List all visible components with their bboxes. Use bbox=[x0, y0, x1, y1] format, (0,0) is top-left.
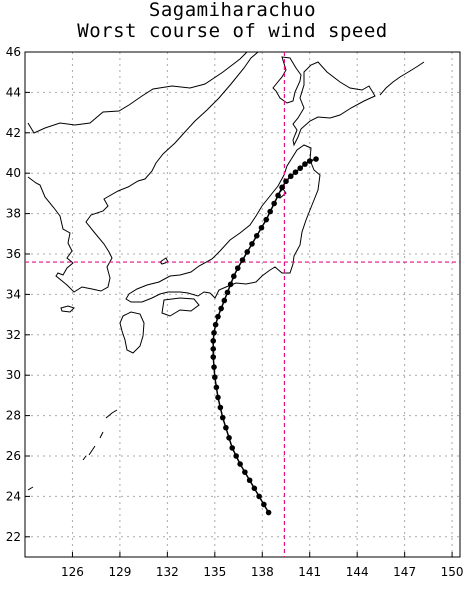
track-point bbox=[258, 224, 265, 231]
y-tick-label: 44 bbox=[6, 85, 21, 99]
track-point bbox=[237, 461, 243, 467]
track-point bbox=[215, 313, 221, 320]
y-tick-label: 46 bbox=[6, 45, 21, 59]
x-tick-label: 144 bbox=[346, 565, 369, 579]
track-point bbox=[256, 493, 262, 500]
track-point bbox=[239, 257, 246, 263]
coastline-kurils bbox=[379, 61, 425, 96]
y-tick-label: 22 bbox=[6, 530, 21, 544]
track-point bbox=[212, 374, 218, 381]
coastline-ryukyu bbox=[27, 409, 118, 491]
track-point bbox=[210, 346, 217, 352]
coastline-siberia bbox=[27, 51, 248, 134]
track-point bbox=[219, 414, 226, 421]
track-point bbox=[242, 469, 248, 475]
y-tick-label: 40 bbox=[6, 166, 21, 180]
x-tick-label: 147 bbox=[393, 565, 416, 579]
track-point bbox=[215, 394, 221, 401]
track-point bbox=[244, 249, 251, 255]
track-point bbox=[234, 265, 241, 271]
x-tick-label: 129 bbox=[108, 565, 131, 579]
y-tick-label: 38 bbox=[6, 207, 21, 221]
coastline-shikoku bbox=[161, 297, 200, 317]
x-tick-label: 138 bbox=[251, 565, 274, 579]
track-point bbox=[313, 156, 319, 162]
track-point bbox=[261, 501, 267, 508]
coastline-hokkaido bbox=[292, 61, 376, 147]
track-point bbox=[302, 161, 308, 167]
track-point bbox=[275, 192, 281, 199]
track-point bbox=[224, 289, 231, 296]
y-tick-label: 28 bbox=[6, 409, 21, 423]
track-point bbox=[217, 404, 224, 411]
y-tick-label: 30 bbox=[6, 368, 21, 382]
track-point bbox=[249, 241, 255, 247]
track-point bbox=[265, 509, 272, 516]
track-point bbox=[210, 354, 217, 360]
track-point bbox=[279, 184, 285, 191]
coastline-sakhalin bbox=[272, 56, 302, 104]
track-point bbox=[287, 173, 294, 180]
typhoon-track bbox=[210, 156, 319, 516]
x-tick-label: 126 bbox=[61, 565, 84, 579]
track-point bbox=[263, 216, 270, 223]
track-point bbox=[251, 485, 258, 492]
track-point bbox=[297, 165, 304, 171]
track-point bbox=[211, 364, 217, 370]
track-point bbox=[211, 329, 217, 336]
track-point bbox=[221, 297, 228, 304]
track-point bbox=[271, 200, 277, 207]
track-point bbox=[231, 273, 237, 280]
x-tick-label: 135 bbox=[203, 565, 226, 579]
x-tick-label: 132 bbox=[156, 565, 179, 579]
track-point bbox=[253, 233, 260, 239]
track-point bbox=[229, 445, 236, 451]
coastline-honshu bbox=[125, 144, 321, 303]
axes: 126 129 132 135 138 141 144 147 150 22 24 26 28 30 32 3… bbox=[6, 45, 464, 579]
coastline-jeju bbox=[60, 305, 75, 313]
track-point bbox=[246, 477, 253, 484]
y-tick-label: 34 bbox=[6, 287, 21, 301]
y-tick-label: 36 bbox=[6, 247, 21, 261]
plot-frame bbox=[24, 51, 461, 558]
track-point bbox=[218, 305, 224, 312]
map-subtitle: Worst course of wind speed bbox=[77, 20, 388, 42]
y-tick-label: 42 bbox=[6, 126, 21, 140]
map-title: Sagamiharachuo bbox=[148, 0, 317, 21]
track-point bbox=[227, 281, 234, 288]
track-point bbox=[292, 169, 299, 175]
y-tick-label: 24 bbox=[6, 489, 21, 503]
track-point bbox=[226, 435, 232, 441]
track-point bbox=[212, 321, 219, 328]
track-point bbox=[233, 453, 239, 459]
grid-lines bbox=[25, 51, 460, 557]
coastline-kyushu bbox=[119, 311, 145, 354]
track-point bbox=[223, 424, 229, 431]
x-tick-label: 150 bbox=[441, 565, 464, 579]
y-tick-label: 32 bbox=[6, 328, 21, 342]
track-point bbox=[267, 208, 273, 215]
track-point bbox=[213, 384, 220, 391]
target-crosshair bbox=[25, 52, 460, 557]
y-tick-label: 26 bbox=[6, 449, 21, 463]
track-line bbox=[212, 158, 317, 513]
title-block: Sagamiharachuo Worst course of wind spee… bbox=[0, 0, 465, 42]
x-tick-label: 141 bbox=[298, 565, 321, 579]
track-point bbox=[283, 178, 289, 185]
coastlines bbox=[27, 51, 425, 491]
track-point bbox=[306, 158, 313, 164]
track-point bbox=[210, 338, 217, 344]
coastline-korea bbox=[27, 51, 259, 293]
